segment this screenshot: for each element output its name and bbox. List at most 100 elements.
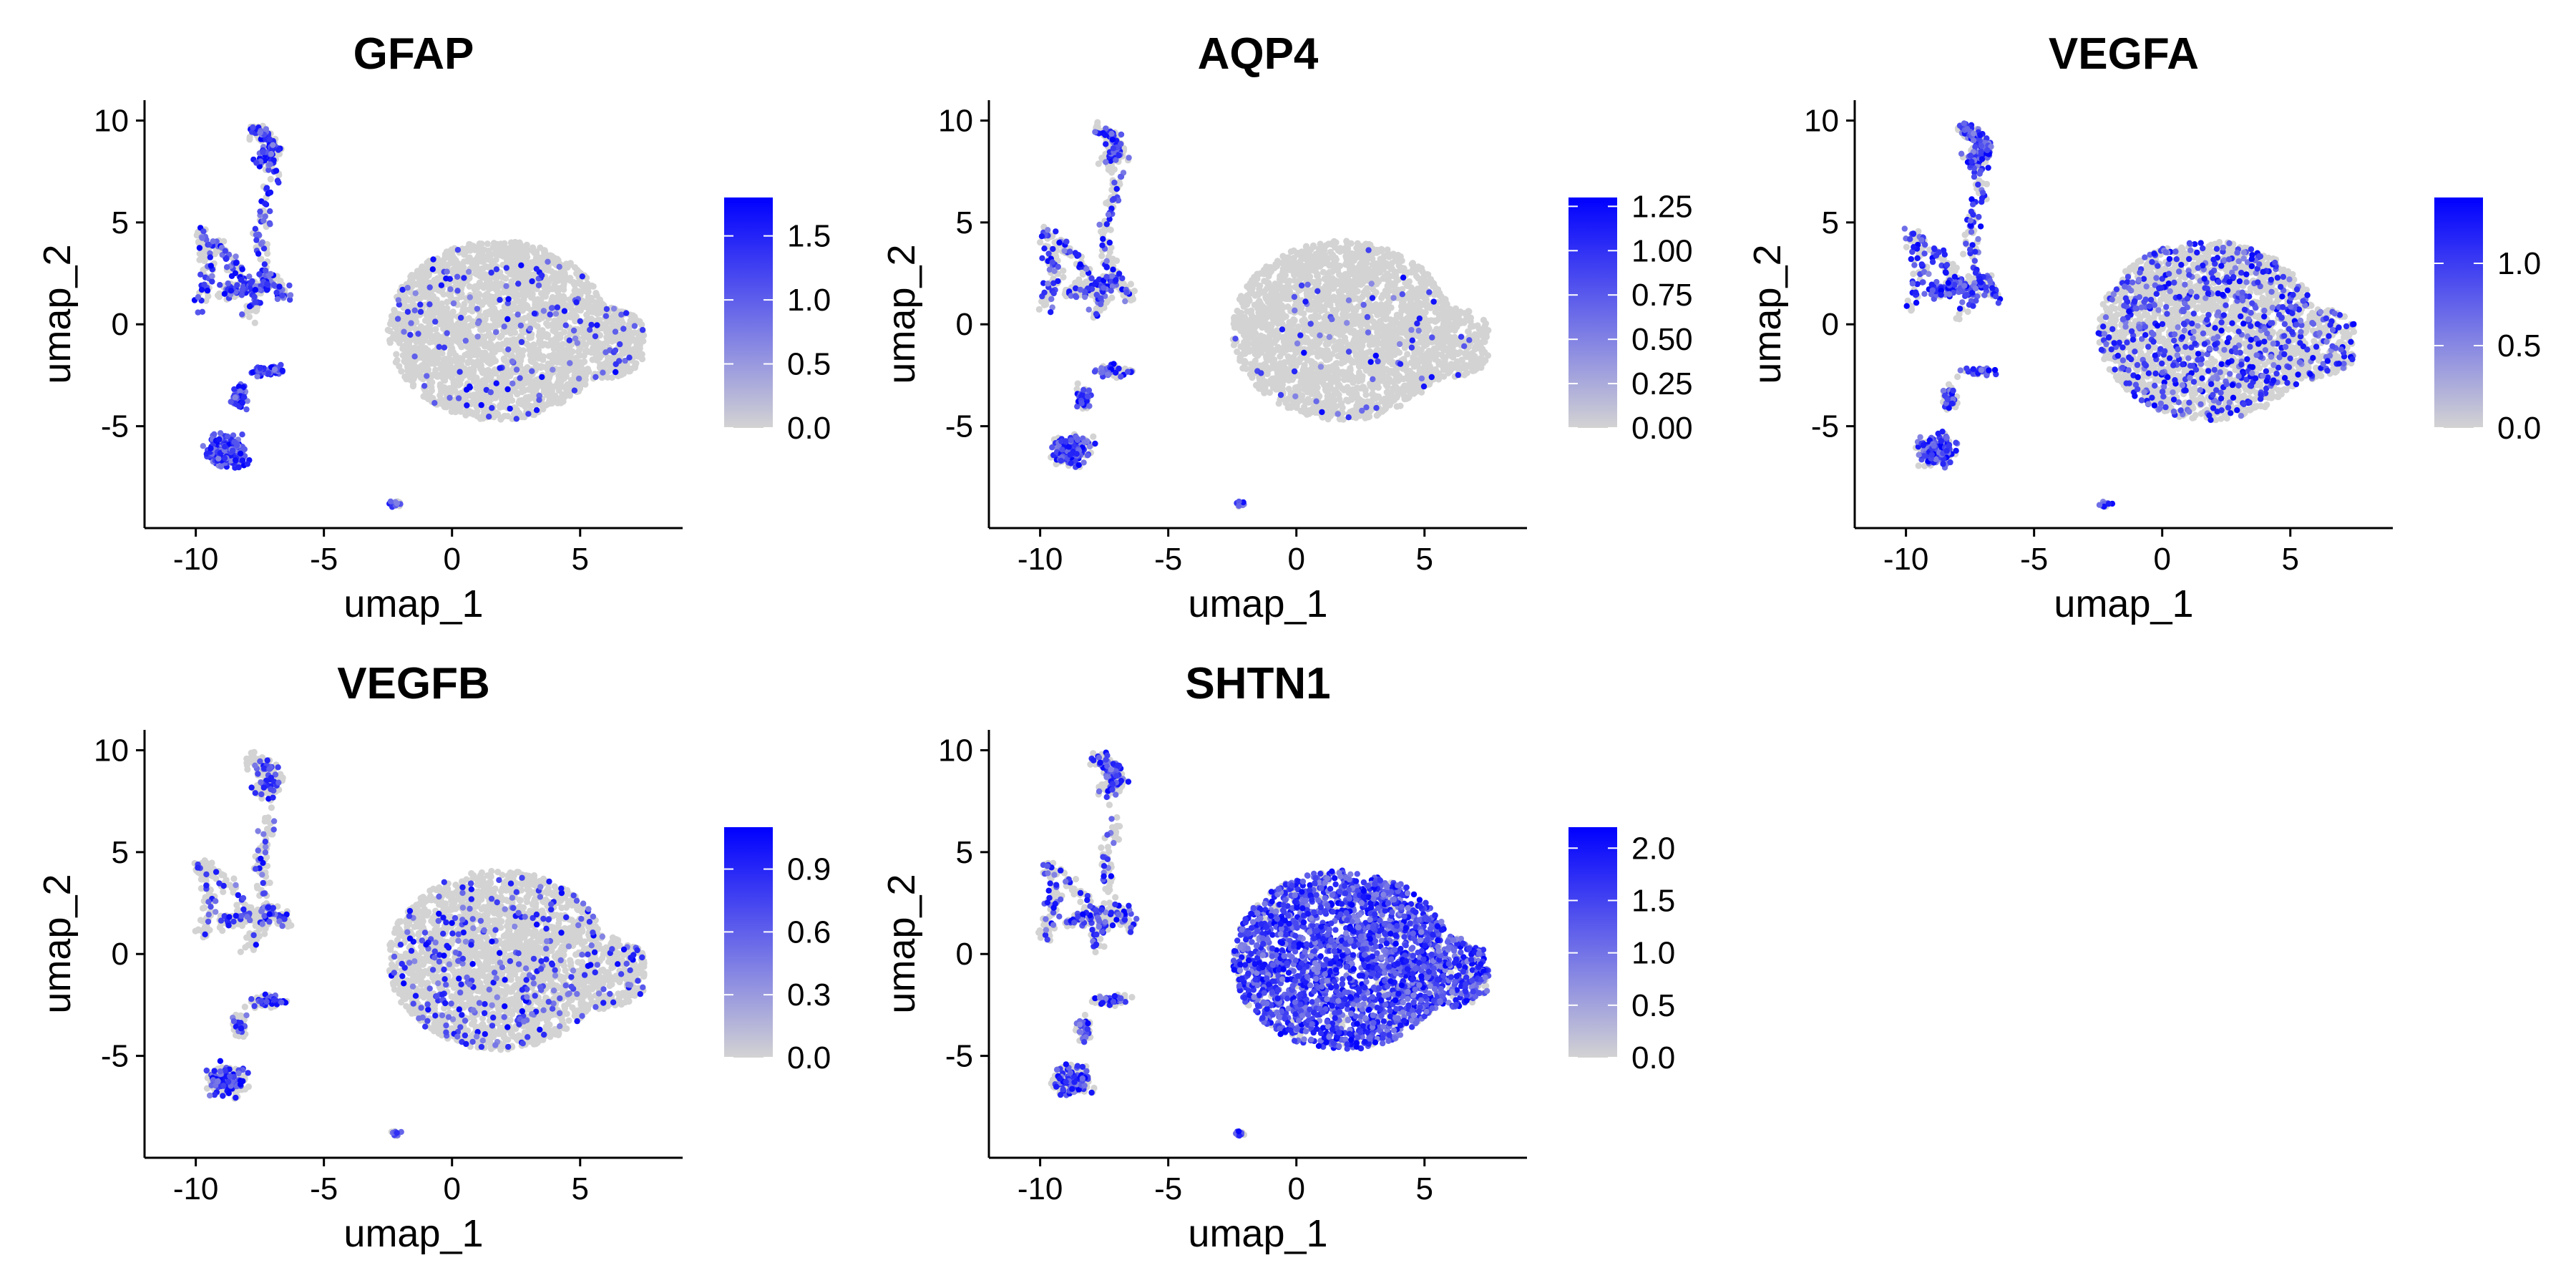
cell-point — [417, 308, 424, 315]
cell-point — [411, 307, 418, 313]
cell-point — [525, 386, 532, 394]
cell-point — [233, 260, 240, 266]
cell-point — [497, 345, 504, 352]
cell-point — [452, 379, 459, 386]
cell-point — [408, 320, 414, 326]
cell-point — [461, 275, 467, 281]
cell-point — [417, 282, 424, 290]
cell-point — [271, 366, 278, 373]
cell-point — [402, 343, 409, 351]
cell-point — [221, 455, 228, 462]
cell-point — [519, 272, 526, 279]
cell-point — [505, 296, 512, 303]
cell-point — [461, 301, 468, 308]
cell-point — [496, 281, 504, 289]
cell-point — [479, 282, 486, 289]
cell-point — [257, 208, 263, 215]
cell-point — [474, 333, 481, 340]
legend-tick-label: 0.0 — [787, 411, 831, 446]
cell-point — [258, 240, 265, 248]
cell-point — [489, 282, 497, 289]
cell-point — [239, 311, 245, 318]
cell-point — [533, 298, 540, 306]
cell-point — [557, 331, 564, 338]
cell-point — [598, 301, 606, 308]
cell-point — [540, 353, 547, 360]
cell-point — [529, 290, 536, 298]
cell-point — [267, 189, 274, 196]
cell-point — [518, 262, 525, 268]
cell-point — [279, 292, 286, 299]
cell-point — [533, 265, 540, 272]
color-legend: 0.00.51.01.5 — [724, 197, 831, 446]
cell-point — [250, 124, 256, 131]
cell-point — [394, 500, 401, 507]
cell-point — [440, 356, 447, 364]
cell-point — [252, 225, 258, 232]
cell-point — [567, 353, 575, 360]
cell-point — [432, 318, 439, 325]
cell-point — [232, 394, 238, 401]
cell-point — [550, 345, 557, 352]
cell-point — [263, 287, 270, 293]
cell-point — [430, 256, 436, 263]
cell-point — [474, 253, 482, 260]
cell-point — [468, 351, 475, 358]
cell-point — [537, 339, 544, 346]
cell-point — [554, 304, 561, 311]
cell-point — [270, 142, 276, 148]
cell-point — [544, 331, 552, 338]
cell-point — [468, 302, 475, 309]
cell-point — [275, 147, 282, 153]
cell-point — [466, 240, 473, 248]
cell-point — [489, 405, 495, 411]
cell-point — [434, 338, 441, 345]
cell-point — [556, 263, 562, 270]
cell-point — [612, 347, 619, 353]
cell-point — [487, 360, 494, 367]
cell-point — [570, 279, 577, 286]
cell-point — [505, 368, 512, 375]
cell-point — [415, 331, 421, 337]
cell-point — [246, 303, 253, 310]
cell-point — [602, 313, 610, 319]
cell-point — [524, 253, 531, 260]
cell-point — [467, 384, 473, 391]
cell-point — [464, 402, 470, 409]
cell-point — [515, 280, 522, 287]
cell-point — [493, 329, 499, 336]
cell-point — [223, 255, 230, 263]
cell-point — [455, 395, 462, 401]
cell-point — [267, 175, 274, 182]
cell-point — [457, 369, 463, 375]
cell-point — [404, 285, 411, 291]
cell-point — [223, 264, 230, 270]
cell-point — [426, 338, 434, 346]
cell-point — [555, 379, 562, 386]
cell-point — [522, 281, 530, 288]
cell-point — [452, 324, 459, 331]
cell-point — [257, 365, 264, 371]
y-tick-label: 10 — [94, 103, 129, 138]
cell-point — [432, 326, 439, 333]
x-tick-label: 5 — [572, 542, 589, 577]
cell-point — [412, 290, 419, 296]
cell-point — [632, 361, 639, 369]
cell-point — [425, 391, 432, 399]
cell-point — [414, 367, 421, 374]
cell-point — [583, 311, 590, 318]
cell-point — [479, 415, 487, 422]
cell-point — [513, 366, 520, 373]
cell-point — [201, 281, 208, 288]
cell-point — [547, 252, 554, 259]
cell-point — [467, 256, 474, 263]
cell-point — [417, 301, 424, 308]
cell-point — [1374, 346, 1381, 353]
cell-point — [610, 312, 617, 319]
cell-point — [437, 316, 444, 323]
cell-point — [429, 294, 436, 301]
cell-point — [474, 358, 482, 365]
cell-point — [486, 308, 494, 315]
cell-point — [264, 280, 270, 288]
cell-point — [497, 365, 503, 371]
